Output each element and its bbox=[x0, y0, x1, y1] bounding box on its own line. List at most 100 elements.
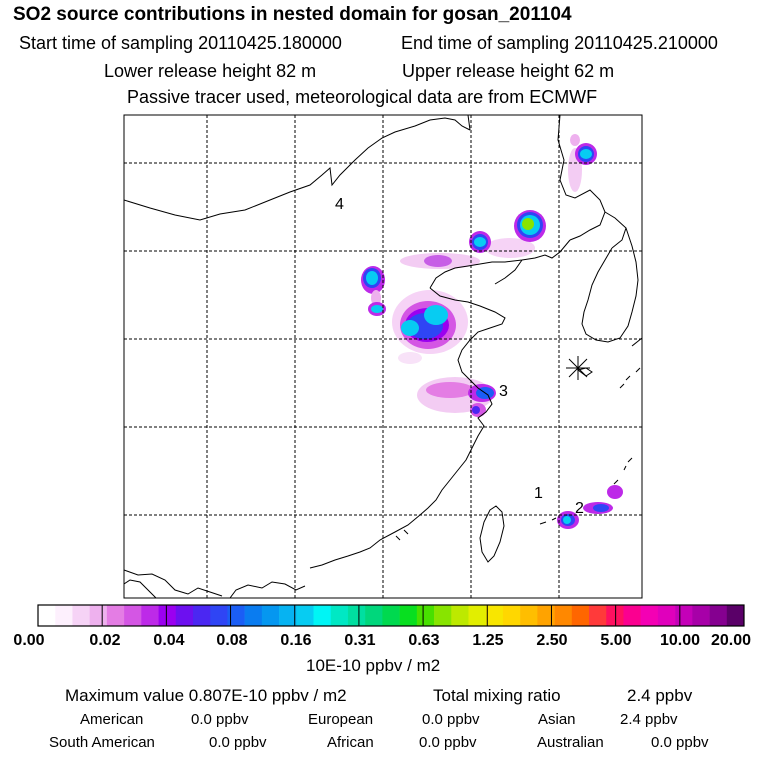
colorbar-swatch bbox=[72, 605, 90, 626]
map-label-4: 4 bbox=[335, 196, 344, 213]
colorbar-swatch bbox=[313, 605, 332, 626]
plume-blob bbox=[563, 516, 571, 524]
colorbar-swatch bbox=[399, 605, 418, 626]
coastlines bbox=[124, 115, 642, 598]
colorbar-swatch bbox=[520, 605, 538, 626]
colorbar-swatch bbox=[210, 605, 228, 626]
colorbar-swatch bbox=[726, 605, 745, 626]
plume-blob bbox=[401, 320, 419, 336]
maximum-value: Maximum value 0.807E-10 ppbv / m2 bbox=[65, 686, 347, 705]
border-line bbox=[613, 457, 633, 485]
map-frame bbox=[123, 114, 643, 599]
total-mixing-ratio-value: 2.4 ppbv bbox=[627, 686, 693, 705]
border-line bbox=[604, 211, 627, 249]
lower-release-height: Lower release height 82 m bbox=[104, 61, 317, 81]
colorbar-swatch bbox=[606, 605, 624, 626]
border-line bbox=[429, 287, 506, 381]
colorbar-swatch bbox=[365, 605, 383, 626]
colorbar-swatch bbox=[227, 605, 245, 626]
plume-blob bbox=[474, 237, 486, 247]
colorbar-swatch bbox=[657, 605, 676, 626]
region-value: 0.0 ppbv bbox=[209, 734, 267, 751]
start-time-label: Start time of sampling 20110425.180000 bbox=[19, 33, 342, 53]
colorbar-swatch bbox=[589, 605, 607, 626]
colorbar-swatch bbox=[502, 605, 521, 626]
border-line bbox=[419, 379, 493, 516]
plume-blob bbox=[472, 406, 480, 414]
colorbar-swatch bbox=[675, 605, 693, 626]
colorbar-swatch bbox=[537, 605, 555, 626]
colorbar-tick-label: 20.00 bbox=[710, 632, 752, 649]
colorbar-swatch bbox=[279, 605, 297, 626]
colorbar-swatch bbox=[709, 605, 728, 626]
colorbar-swatch bbox=[106, 605, 125, 626]
plume-blob bbox=[485, 238, 535, 258]
end-time-label: End time of sampling 20110425.210000 bbox=[401, 33, 718, 53]
colorbar-tick-label: 0.16 bbox=[280, 632, 312, 649]
region-name: African bbox=[327, 734, 374, 751]
border-line bbox=[581, 227, 639, 343]
region-value: 2.4 ppbv bbox=[620, 711, 678, 728]
grid-lines bbox=[124, 115, 642, 598]
region-name: South American bbox=[49, 734, 155, 751]
colorbar-swatch bbox=[296, 605, 314, 626]
colorbar-swatch bbox=[571, 605, 590, 626]
plume-layer bbox=[361, 134, 623, 529]
colorbar-swatch bbox=[192, 605, 211, 626]
border-line bbox=[309, 514, 421, 569]
region-name: American bbox=[80, 711, 144, 728]
region-value: 0.0 ppbv bbox=[422, 711, 480, 728]
plume-blob bbox=[371, 305, 383, 313]
colorbar-tick-label: 0.00 bbox=[13, 632, 45, 649]
upper-release-height: Upper release height 62 m bbox=[402, 61, 615, 81]
border-line bbox=[395, 529, 409, 541]
colorbar-swatch bbox=[175, 605, 194, 626]
colorbar-frame bbox=[37, 604, 745, 627]
plume-blob bbox=[366, 271, 378, 285]
plume-blob bbox=[570, 134, 580, 146]
colorbar-tick-label: 0.31 bbox=[344, 632, 376, 649]
colorbar-swatch bbox=[38, 605, 56, 626]
colorbar-swatch bbox=[124, 605, 142, 626]
plume-blob bbox=[522, 218, 534, 230]
plume-blob bbox=[371, 290, 381, 306]
colorbar-swatch bbox=[55, 605, 73, 626]
plume-blob bbox=[426, 382, 474, 398]
colorbar-swatch bbox=[640, 605, 659, 626]
colorbar-swatch bbox=[244, 605, 263, 626]
border-line bbox=[539, 517, 557, 525]
colorbar-swatch bbox=[416, 605, 435, 626]
colorbar-tick-label: 10.00 bbox=[659, 632, 701, 649]
plume-blob bbox=[593, 504, 609, 512]
colorbar-swatch bbox=[382, 605, 400, 626]
colorbar-swatch bbox=[261, 605, 280, 626]
border-line bbox=[124, 117, 471, 221]
plume-blob bbox=[398, 352, 422, 364]
border-line bbox=[494, 259, 523, 285]
colorbar-swatch bbox=[434, 605, 452, 626]
colorbar-tick-label: 0.63 bbox=[408, 632, 440, 649]
colorbar-tick-label: 0.04 bbox=[153, 632, 185, 649]
colorbar-swatch bbox=[158, 605, 177, 626]
map-label-1: 1 bbox=[534, 485, 543, 502]
colorbar-tick-label: 5.00 bbox=[600, 632, 632, 649]
total-mixing-ratio-label: Total mixing ratio bbox=[433, 686, 561, 705]
receptor-star-icon bbox=[566, 356, 590, 380]
border-line bbox=[557, 115, 606, 241]
map-label-3: 3 bbox=[499, 383, 508, 400]
border-line bbox=[467, 115, 471, 131]
colorbar bbox=[38, 605, 745, 626]
chart-title: SO2 source contributions in nested domai… bbox=[13, 4, 572, 25]
region-value: 0.0 ppbv bbox=[651, 734, 709, 751]
colorbar-tick-label: 0.08 bbox=[216, 632, 248, 649]
colorbar-swatch bbox=[451, 605, 469, 626]
colorbar-swatch bbox=[330, 605, 349, 626]
border-line bbox=[619, 367, 641, 389]
passive-tracer-note: Passive tracer used, meteorological data… bbox=[127, 87, 598, 107]
plume-blob bbox=[580, 149, 592, 159]
plume-blob bbox=[424, 255, 452, 267]
plume-blob bbox=[607, 485, 623, 499]
colorbar-tick-label: 2.50 bbox=[536, 632, 568, 649]
region-name: Australian bbox=[537, 734, 604, 751]
